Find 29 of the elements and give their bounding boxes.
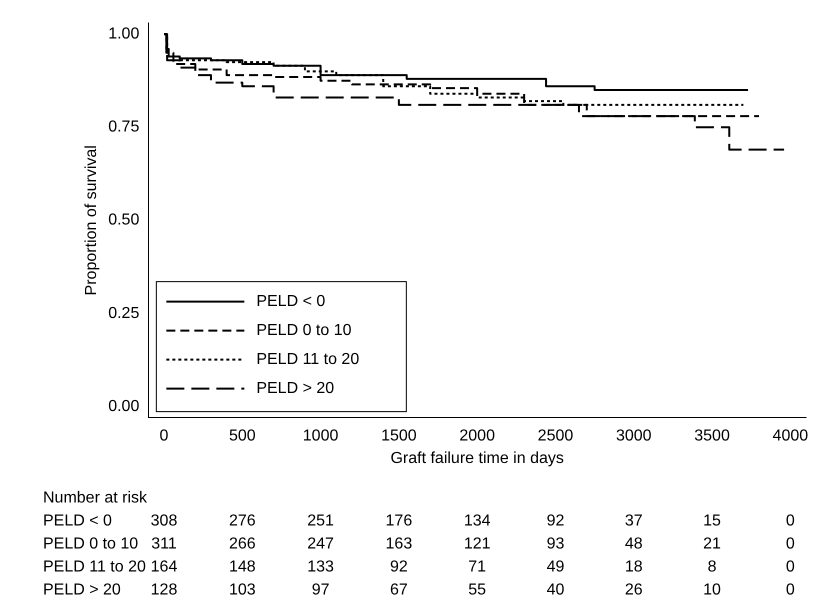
y-tick-label: 0.25 <box>108 304 140 322</box>
x-tick-label: 2000 <box>459 428 496 445</box>
text: 128 103 97 67 55 40 26 10 0 <box>150 581 795 598</box>
text: PELD < 0 <box>43 512 112 530</box>
y-tick-label: 0.75 <box>108 118 140 136</box>
legend-label: PELD > 20 <box>256 380 334 398</box>
text: Number at risk <box>43 489 148 506</box>
x-tick-label: 2500 <box>538 428 574 445</box>
legend-label: PELD 0 to 10 <box>256 322 352 340</box>
y-tick-label: 0.00 <box>108 398 140 415</box>
x-tick-label: 1000 <box>302 428 338 445</box>
x-tick-label: 500 <box>228 428 256 445</box>
y-tick-label: 0.50 <box>108 212 140 229</box>
x-tick-label: 4000 <box>772 428 808 445</box>
x-tick-label: 3000 <box>616 428 652 445</box>
text: PELD > 20 <box>43 581 121 598</box>
text: 164 148 133 92 71 49 18 8 0 <box>150 558 795 576</box>
y-axis-title: Proportion of survival <box>83 145 100 296</box>
x-axis-title: Graft failure time in days <box>390 450 564 467</box>
x-tick-label: 1500 <box>381 428 417 445</box>
x-tick-label: 0 <box>160 428 169 445</box>
text: 311 266 247 163 121 93 48 21 0 <box>151 535 795 552</box>
legend-label: PELD < 0 <box>256 293 326 310</box>
x-tick-label: 3500 <box>694 428 730 445</box>
text: PELD 0 to 10 <box>43 535 138 552</box>
text: 308 276 251 176 134 92 37 15 0 <box>150 512 795 530</box>
legend-label: PELD 11 to 20 <box>256 351 360 368</box>
y-tick-label: 1.00 <box>108 26 140 43</box>
text: PELD 11 to 20 <box>43 558 146 576</box>
